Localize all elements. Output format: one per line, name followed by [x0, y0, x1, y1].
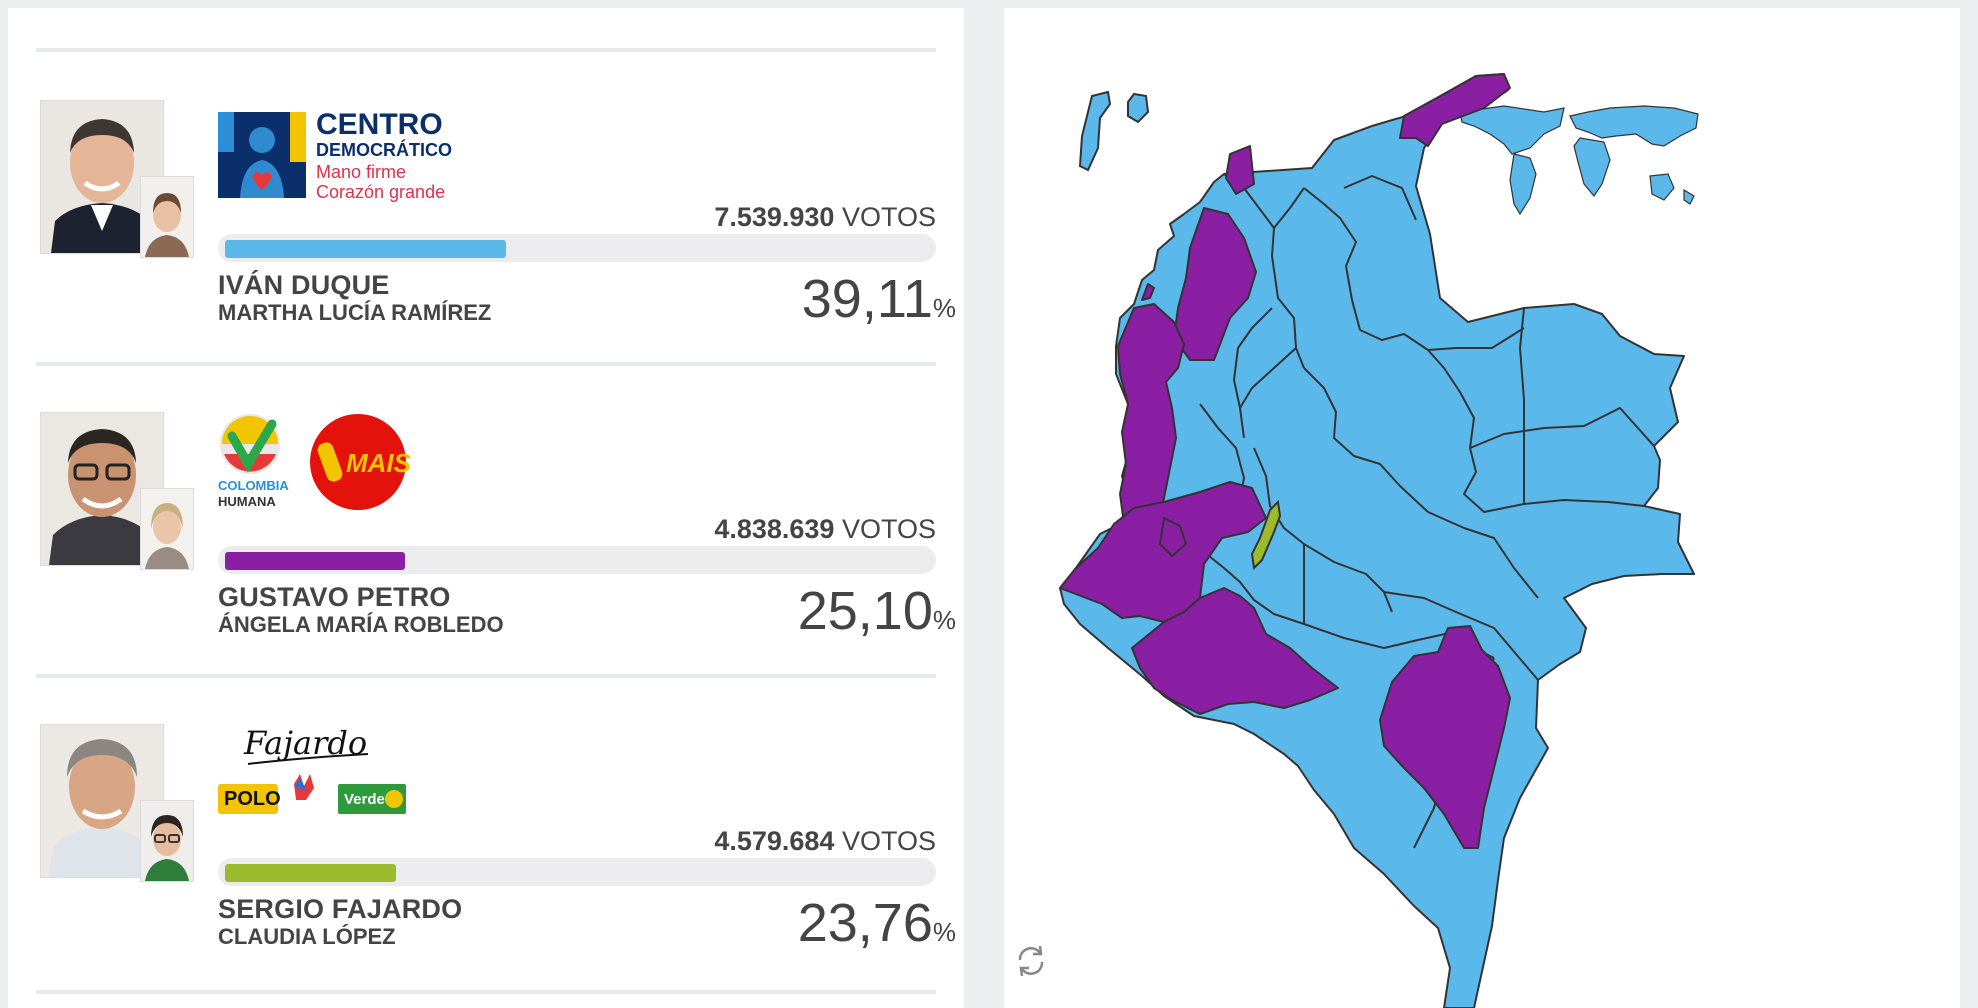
divider: [36, 674, 936, 678]
running-mate-name: MARTHA LUCÍA RAMÍREZ: [218, 300, 492, 325]
candidate-name: IVÁN DUQUE: [218, 270, 390, 300]
map-region-vaupes[interactable]: [1379, 625, 1511, 849]
world-inset-map: [1459, 105, 1699, 216]
party-logo-text: MAIS: [346, 448, 411, 478]
divider: [36, 362, 936, 366]
party-logo-text: COLOMBIA: [218, 478, 289, 493]
vote-bar-fill: [225, 864, 396, 882]
vote-label: VOTOS: [841, 514, 936, 544]
vote-percentage: 25,10%: [798, 580, 956, 642]
vote-bar-track: [218, 546, 936, 574]
candidate-signature: Fajardo: [244, 724, 368, 762]
vote-bar-track: [218, 858, 936, 886]
percent-sign: %: [932, 293, 956, 323]
candidate-photo: [40, 724, 164, 878]
party-logo-centro-democratico: CENTRO DEMOCRÁTICO Mano firme Corazón gr…: [218, 106, 458, 206]
vote-count: 4.579.684 VOTOS: [714, 826, 936, 857]
percentage-value: 25,10: [797, 581, 933, 641]
map-panel: [1004, 8, 1960, 1008]
vote-bar-track: [218, 234, 936, 262]
running-mate-name: CLAUDIA LÓPEZ: [218, 924, 396, 949]
party-logo-text: POLO: [224, 788, 281, 810]
divider: [36, 990, 936, 994]
map-region-la-guajira[interactable]: [1399, 73, 1511, 147]
running-mate-photo: [140, 176, 194, 258]
map-region-valle[interactable]: [1159, 517, 1187, 557]
vote-percentage: 39,11%: [802, 268, 956, 330]
party-logo-text: HUMANA: [218, 494, 276, 509]
party-name: CENTRO: [316, 108, 443, 141]
vote-count: 4.838.639 VOTOS: [714, 514, 936, 545]
vote-percentage: 23,76%: [798, 892, 956, 954]
running-mate-photo: [140, 488, 194, 570]
running-mate-photo: [140, 800, 194, 882]
map-region-narino-cauca[interactable]: [1059, 481, 1267, 623]
party-slogan: Mano firme: [316, 162, 407, 182]
results-panel: CENTRO DEMOCRÁTICO Mano firme Corazón gr…: [8, 8, 964, 1008]
candidate-card-fajardo: Fajardo POLO Verde 4.579.684 VOTOS SERGI…: [8, 642, 964, 953]
percentage-value: 39,11: [801, 269, 933, 329]
vote-bar-fill: [225, 552, 406, 570]
map-region-putumayo[interactable]: [1131, 587, 1339, 715]
vote-count: 7.539.930 VOTOS: [714, 202, 936, 233]
vote-number: 7.539.930: [714, 202, 835, 232]
map-region-atlantico[interactable]: [1225, 145, 1255, 195]
map-region-providencia[interactable]: [1127, 92, 1150, 124]
vote-number: 4.579.684: [714, 826, 835, 856]
candidate-name: SERGIO FAJARDO: [218, 894, 463, 924]
candidate-card-duque: CENTRO DEMOCRÁTICO Mano firme Corazón gr…: [8, 18, 964, 329]
candidate-name: GUSTAVO PETRO: [218, 582, 451, 612]
map-region-bogota[interactable]: [1250, 499, 1282, 571]
party-name-sub: DEMOCRÁTICO: [316, 140, 452, 160]
party-logos-petro: COLOMBIA HUMANA MAIS: [218, 414, 418, 514]
vote-label: VOTOS: [841, 826, 936, 856]
map-region-uraba[interactable]: [1141, 283, 1155, 301]
party-slogan: Corazón grande: [316, 182, 446, 202]
vote-bar-fill: [225, 240, 506, 258]
percentage-value: 23,76: [797, 893, 933, 953]
vote-number: 4.838.639: [714, 514, 835, 544]
map-region-san-andres[interactable]: [1078, 90, 1112, 172]
candidate-card-petro: COLOMBIA HUMANA MAIS 4.838.639 VOTOS GUS…: [8, 330, 964, 641]
party-logos-fajardo: Fajardo POLO Verde: [218, 718, 418, 818]
divider: [36, 48, 936, 52]
percent-sign: %: [932, 605, 956, 635]
refresh-icon[interactable]: [1012, 942, 1050, 980]
colombia-results-map[interactable]: [1004, 8, 1960, 1008]
running-mate-name: ÁNGELA MARÍA ROBLEDO: [218, 612, 504, 637]
vote-label: VOTOS: [841, 202, 936, 232]
map-region-cordoba[interactable]: [1173, 207, 1257, 361]
percent-sign: %: [932, 917, 956, 947]
party-logo-text: Verde: [344, 791, 385, 808]
